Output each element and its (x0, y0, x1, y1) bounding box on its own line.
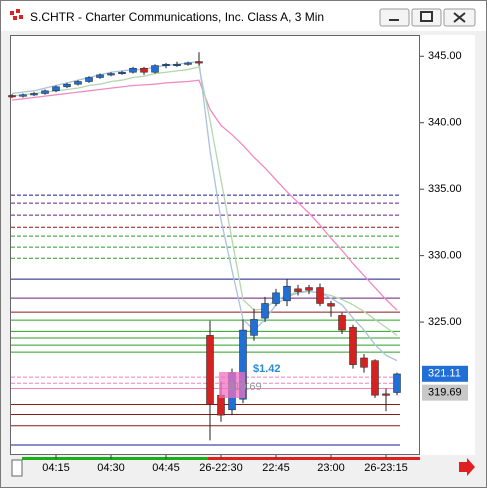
close-button[interactable] (443, 8, 476, 27)
price-tag-label: 321.11 (428, 368, 461, 380)
candle-body (118, 71, 126, 74)
candle-body (349, 327, 357, 365)
highlight-box (219, 372, 245, 398)
candle-body (41, 90, 49, 94)
scroll-handle[interactable] (11, 459, 23, 477)
x-tick-label: 04:45 (152, 462, 180, 474)
y-tick-label: 345.00 (428, 50, 462, 62)
candle-body (151, 65, 159, 73)
annotation: $1.42 (253, 363, 281, 375)
moving-average (11, 66, 398, 336)
candle-body (96, 74, 104, 78)
x-tick-label: 26-23:15 (364, 462, 407, 474)
session-bar (208, 457, 420, 460)
annotation: 319.69 (228, 381, 262, 393)
candle-body (140, 67, 148, 73)
plot-border (10, 35, 420, 455)
maximize-button[interactable] (411, 8, 442, 27)
candle-body (327, 303, 335, 307)
candle-body (316, 287, 324, 304)
candle-body (206, 335, 214, 405)
y-tick-label: 335.00 (428, 183, 462, 195)
candle-body (129, 67, 137, 73)
candle-body (85, 77, 93, 82)
app-icon (10, 9, 23, 20)
y-tick-label: 340.00 (428, 117, 462, 129)
candle-body (294, 288, 302, 292)
candle-body (63, 83, 71, 88)
candle-body (305, 287, 313, 291)
candle-body (30, 93, 38, 96)
price-tag (422, 384, 468, 401)
candle-body (371, 360, 379, 396)
candle-body (338, 315, 346, 331)
candle-body (393, 373, 401, 393)
candle-body (239, 329, 247, 400)
window-title: S.CHTR - Charter Communications, Inc. Cl… (30, 10, 324, 24)
price-tag (422, 365, 468, 382)
candle-body (272, 292, 280, 304)
candle-body (195, 61, 203, 64)
candle-body (173, 63, 181, 66)
candle-body (107, 73, 115, 76)
session-bar (22, 457, 208, 460)
moving-average (11, 60, 398, 362)
y-tick-label: 325.00 (428, 316, 462, 328)
scroll-right-arrow[interactable] (459, 458, 475, 476)
x-tick-label: 04:15 (42, 462, 70, 474)
candle-body (360, 357, 368, 368)
candle-body (217, 394, 225, 416)
x-tick-label: 04:30 (97, 462, 125, 474)
minimize-button[interactable] (379, 8, 410, 27)
candle-body (8, 95, 16, 98)
candle-body (261, 303, 269, 319)
candle-body (184, 62, 192, 65)
candle-body (283, 285, 291, 302)
candle-body (162, 63, 170, 66)
x-tick-label: 23:00 (317, 462, 345, 474)
x-tick-label: 26-22:30 (199, 462, 242, 474)
candle-body (52, 86, 60, 92)
candle-body (19, 94, 27, 97)
candle-body (382, 393, 390, 396)
candle-body (74, 81, 82, 85)
x-tick-label: 22:45 (262, 462, 290, 474)
y-tick-label: 330.00 (428, 250, 462, 262)
price-tag-label: 319.69 (428, 387, 462, 399)
candle-body (250, 319, 258, 336)
plot: 04:15 04:30 04:45 26-22:30 22:45 23:00 26-23:1… (8, 50, 468, 474)
